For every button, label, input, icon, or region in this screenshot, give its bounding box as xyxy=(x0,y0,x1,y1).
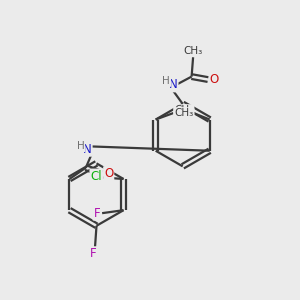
Text: CH₃: CH₃ xyxy=(184,46,203,56)
Text: CH₃: CH₃ xyxy=(174,108,194,118)
Text: H: H xyxy=(163,76,170,86)
Text: H: H xyxy=(76,141,84,151)
Text: CH₃: CH₃ xyxy=(174,105,194,115)
Text: N: N xyxy=(169,78,178,92)
Text: N: N xyxy=(83,143,92,156)
Text: Cl: Cl xyxy=(90,169,102,182)
Text: F: F xyxy=(90,247,97,260)
Text: O: O xyxy=(210,73,219,86)
Text: O: O xyxy=(104,167,113,180)
Text: F: F xyxy=(94,207,100,220)
